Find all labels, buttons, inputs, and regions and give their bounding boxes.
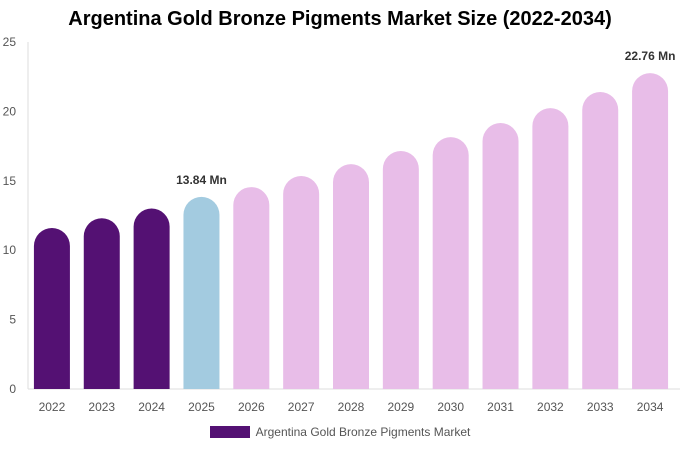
data-label: 13.84 Mn bbox=[176, 173, 227, 187]
bar bbox=[83, 218, 120, 389]
bar bbox=[382, 150, 419, 389]
bar bbox=[482, 123, 519, 390]
x-tick-label: 2026 bbox=[238, 400, 265, 414]
y-tick-label: 0 bbox=[9, 382, 16, 396]
x-tick-label: 2031 bbox=[487, 400, 514, 414]
data-label: 22.76 Mn bbox=[625, 49, 676, 63]
x-tick-label: 2024 bbox=[138, 400, 165, 414]
x-tick-label: 2029 bbox=[387, 400, 414, 414]
y-tick-label: 10 bbox=[3, 243, 17, 257]
bar bbox=[33, 227, 70, 389]
x-tick-label: 2028 bbox=[338, 400, 365, 414]
x-tick-label: 2032 bbox=[537, 400, 564, 414]
bar bbox=[582, 91, 619, 389]
bar bbox=[532, 108, 569, 390]
x-tick-label: 2022 bbox=[39, 400, 66, 414]
x-tick-label: 2025 bbox=[188, 400, 215, 414]
legend-label: Argentina Gold Bronze Pigments Market bbox=[255, 425, 471, 439]
chart-title: Argentina Gold Bronze Pigments Market Si… bbox=[68, 8, 612, 30]
legend-swatch bbox=[209, 426, 250, 438]
bar bbox=[333, 164, 369, 389]
y-tick-label: 15 bbox=[3, 174, 17, 188]
x-tick-label: 2033 bbox=[587, 400, 614, 414]
bar bbox=[632, 73, 669, 390]
x-tick-label: 2027 bbox=[288, 400, 315, 414]
bar bbox=[432, 137, 469, 389]
bar bbox=[133, 208, 170, 389]
y-tick-label: 20 bbox=[3, 104, 17, 118]
bar bbox=[283, 175, 320, 389]
x-tick-label: 2030 bbox=[437, 400, 464, 414]
y-tick-label: 5 bbox=[9, 313, 16, 327]
x-tick-label: 2034 bbox=[637, 400, 664, 414]
x-tick-label: 2023 bbox=[88, 400, 115, 414]
legend: Argentina Gold Bronze Pigments Market bbox=[0, 425, 680, 439]
bar bbox=[233, 187, 270, 389]
bar bbox=[183, 196, 220, 389]
y-tick-label: 25 bbox=[3, 35, 17, 49]
